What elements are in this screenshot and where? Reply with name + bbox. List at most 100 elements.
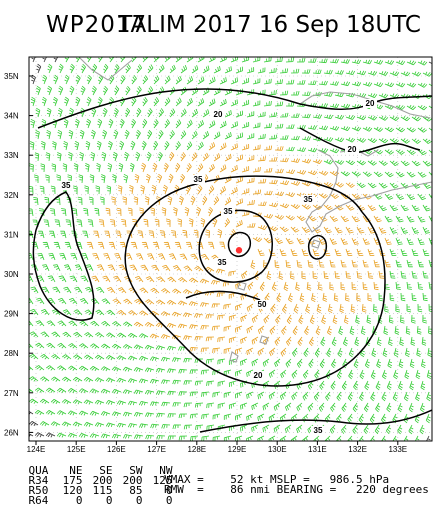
wind-barb	[338, 325, 344, 336]
lat-label: 32N	[4, 191, 19, 200]
wind-barb	[64, 241, 72, 250]
wind-barb	[75, 57, 81, 63]
wind-barb	[147, 253, 155, 261]
wind-barb	[174, 241, 182, 250]
wind-barb	[183, 424, 193, 430]
wind-barb	[384, 303, 389, 313]
wind-barb	[140, 184, 145, 195]
wind-barb	[83, 377, 94, 383]
wind-barb	[395, 281, 401, 290]
wind-barb	[175, 119, 182, 129]
wind-barb	[406, 60, 417, 66]
wind-barb	[305, 303, 310, 314]
axis-ticks	[29, 75, 399, 445]
wind-barb	[79, 320, 89, 327]
wind-barb	[316, 303, 322, 314]
wind-barb	[362, 81, 373, 87]
wind-barb	[262, 402, 270, 411]
wind-barb	[341, 380, 348, 391]
wind-barb	[144, 390, 155, 395]
wind-barb	[312, 69, 322, 74]
wind-barb	[97, 118, 103, 129]
contour-label: 35	[224, 207, 233, 216]
wind-barb	[373, 281, 379, 291]
wind-barb	[319, 380, 325, 390]
wind-barb	[164, 119, 170, 129]
wind-barb	[73, 309, 83, 316]
lon-label: 130E	[268, 445, 287, 454]
wind-barb	[103, 63, 109, 74]
wind-barb	[411, 314, 416, 324]
wind-barb	[306, 281, 312, 291]
wind-barb	[158, 129, 164, 140]
wind-barb	[83, 354, 94, 360]
wind-barb	[84, 163, 90, 173]
wind-barb	[201, 413, 210, 420]
wind-barb	[57, 342, 67, 349]
wind-barb	[141, 162, 146, 173]
wind-barb	[172, 265, 182, 272]
wind-barb	[116, 377, 127, 383]
wind-barb	[417, 104, 428, 111]
wind-barb	[52, 118, 58, 129]
wind-barb	[219, 164, 227, 173]
wind-barb	[199, 278, 210, 284]
wind-barb	[161, 207, 167, 217]
wind-barb	[303, 347, 309, 358]
wind-barb	[205, 314, 215, 319]
wind-barb	[422, 248, 430, 256]
wind-barb	[369, 413, 376, 424]
wind-barb	[336, 391, 342, 402]
wind-barb	[274, 336, 281, 346]
wind-barb	[290, 135, 300, 141]
lat-label: 27N	[4, 389, 19, 398]
wind-barb	[268, 225, 279, 232]
wind-barb	[77, 196, 83, 206]
wind-barb	[417, 303, 423, 313]
wind-barb	[61, 208, 67, 217]
wind-barb	[318, 259, 325, 268]
wind-barb	[290, 90, 300, 96]
wind-barb	[168, 253, 177, 261]
wind-contour	[227, 231, 252, 258]
wind-barb	[74, 264, 83, 272]
wind-barb	[63, 286, 72, 294]
wind-barb	[72, 376, 83, 383]
contour-label: 20	[214, 110, 223, 119]
wind-barb	[130, 140, 136, 151]
wind-barb	[39, 185, 45, 195]
wind-barb	[251, 424, 259, 432]
wind-barb	[397, 424, 403, 435]
wind-barb	[68, 320, 78, 327]
wind-barb	[112, 151, 118, 162]
wind-barb	[153, 119, 159, 129]
wind-barb	[428, 325, 432, 335]
wind-barb	[268, 156, 278, 162]
wind-barb	[406, 281, 412, 290]
wind-barb	[96, 264, 105, 272]
wind-barb	[410, 336, 416, 346]
wind-barb	[274, 168, 284, 174]
wind-barb	[285, 358, 292, 368]
wind-barb	[73, 331, 83, 338]
wind-barb	[331, 336, 337, 347]
wind-barb	[241, 166, 250, 173]
wind-barb	[340, 59, 350, 64]
lon-label: 125E	[67, 445, 86, 454]
wind-barb	[50, 208, 56, 217]
wind-barb	[193, 289, 204, 295]
wind-barb	[362, 281, 368, 291]
wind-barb	[355, 314, 360, 324]
wind-barb	[240, 358, 248, 366]
wind-barb	[140, 264, 149, 272]
wind-barb	[395, 303, 401, 313]
wind-barb	[73, 354, 83, 360]
wind-barb	[142, 75, 149, 85]
wind-barb	[40, 163, 45, 173]
wind-barb	[58, 63, 64, 74]
wind-barb	[367, 115, 378, 121]
wind-barb	[213, 153, 221, 162]
wind-barb	[31, 57, 36, 63]
wind-barb	[400, 115, 411, 122]
wind-barb	[29, 163, 34, 173]
